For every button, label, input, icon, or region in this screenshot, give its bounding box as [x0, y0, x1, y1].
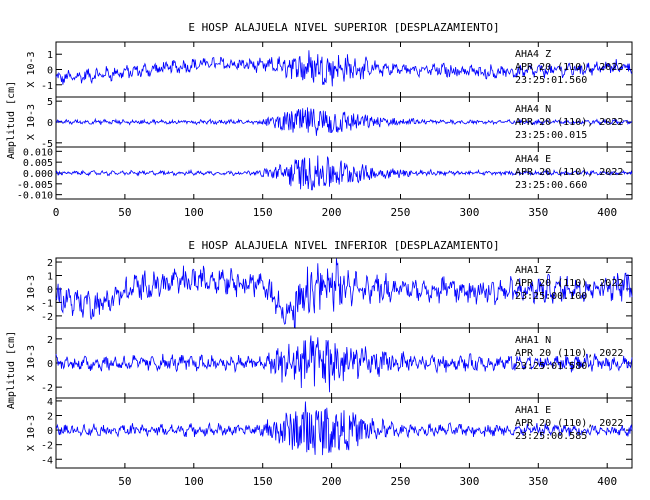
x-tick-label: 50: [118, 475, 131, 488]
y-exponent-label: X 10-3: [26, 51, 37, 87]
time-label: 23:25:00.015: [515, 130, 587, 141]
waveform-trace: [55, 107, 633, 136]
waveform-trace: [55, 50, 633, 87]
y-tick-label: 0: [47, 359, 53, 370]
y-tick-label: 4: [47, 397, 53, 408]
y-tick-label: 0.000: [23, 169, 53, 180]
station-label: AHA1 Z: [515, 265, 551, 276]
x-tick-label: 300: [459, 475, 479, 488]
y-tick-label: -5: [41, 139, 53, 150]
panel-frame: [55, 397, 633, 469]
y-tick-label: -1: [41, 298, 53, 309]
y-tick-label: 0: [47, 66, 53, 77]
y-tick-label: 1: [47, 50, 53, 61]
y-tick-label: 0: [47, 285, 53, 296]
y-tick-label: -0.005: [17, 180, 53, 191]
y-tick-label: 2: [47, 412, 53, 423]
time-label: 23:25:00.100: [515, 291, 587, 302]
time-label: 23:25:00.660: [515, 180, 587, 191]
x-tick-label: 250: [391, 475, 411, 488]
x-tick-label: 50: [118, 206, 131, 219]
x-tick-label: 150: [253, 206, 273, 219]
y-tick-label: -2: [41, 441, 53, 452]
y-tick-label: 0: [47, 118, 53, 129]
y-tick-label: -4: [41, 455, 53, 466]
x-tick-label: 350: [528, 206, 548, 219]
x-tick-label: 200: [322, 475, 342, 488]
x-tick-label: 0: [53, 206, 60, 219]
y-tick-label: 5: [47, 97, 53, 108]
x-tick-label: 400: [597, 206, 617, 219]
station-label: AHA4 Z: [515, 49, 551, 60]
amplitude-axis-label: Amplitud [cm]: [6, 331, 17, 409]
y-tick-label: 0: [47, 426, 53, 437]
station-label: AHA4 N: [515, 104, 551, 115]
date-label: APR 20 (110), 2022: [515, 278, 623, 289]
y-exponent-label: X 10-3: [26, 104, 37, 140]
y-tick-label: 1: [47, 272, 53, 283]
x-tick-label: 400: [597, 475, 617, 488]
time-label: 23:25:00.585: [515, 431, 587, 442]
station-label: AHA1 E: [515, 405, 551, 416]
station-label: AHA4 E: [515, 154, 551, 165]
y-tick-label: 2: [47, 335, 53, 346]
x-tick-label: 250: [391, 206, 411, 219]
date-label: APR 20 (110), 2022: [515, 62, 623, 73]
y-tick-label: 2: [47, 258, 53, 269]
y-tick-label: 0.010: [23, 147, 53, 158]
x-tick-label: 350: [528, 475, 548, 488]
x-tick-label: 100: [184, 475, 204, 488]
x-tick-label: 100: [184, 206, 204, 219]
waveform-trace: [55, 401, 633, 456]
time-label: 23:25:01.560: [515, 75, 587, 86]
date-label: APR 20 (110), 2022: [515, 167, 623, 178]
y-tick-label: -1: [41, 81, 53, 92]
x-tick-label: 200: [322, 206, 342, 219]
date-label: APR 20 (110), 2022: [515, 418, 623, 429]
x-tick-label: 300: [459, 206, 479, 219]
time-label: 23:25:01.580: [515, 361, 587, 372]
y-exponent-label: X 10-3: [26, 345, 37, 381]
chart-title: E HOSP ALAJUELA NIVEL INFERIOR [DESPLAZA…: [188, 239, 499, 252]
y-tick-label: -0.010: [17, 191, 53, 202]
waveform-trace: [55, 155, 633, 191]
date-label: APR 20 (110), 2022: [515, 117, 623, 128]
y-tick-label: -2: [41, 312, 53, 323]
x-tick-label: 150: [253, 475, 273, 488]
waveform-trace: [55, 258, 633, 329]
date-label: APR 20 (110), 2022: [515, 348, 623, 359]
y-tick-label: -2: [41, 383, 53, 394]
y-exponent-label: X 10-3: [26, 415, 37, 451]
station-label: AHA1 N: [515, 335, 551, 346]
y-tick-label: 0.005: [23, 158, 53, 169]
y-exponent-label: X 10-3: [26, 275, 37, 311]
waveform-trace: [55, 335, 633, 393]
amplitude-axis-label: Amplitud [cm]: [6, 81, 17, 159]
chart-title: E HOSP ALAJUELA NIVEL SUPERIOR [DESPLAZA…: [188, 21, 499, 34]
